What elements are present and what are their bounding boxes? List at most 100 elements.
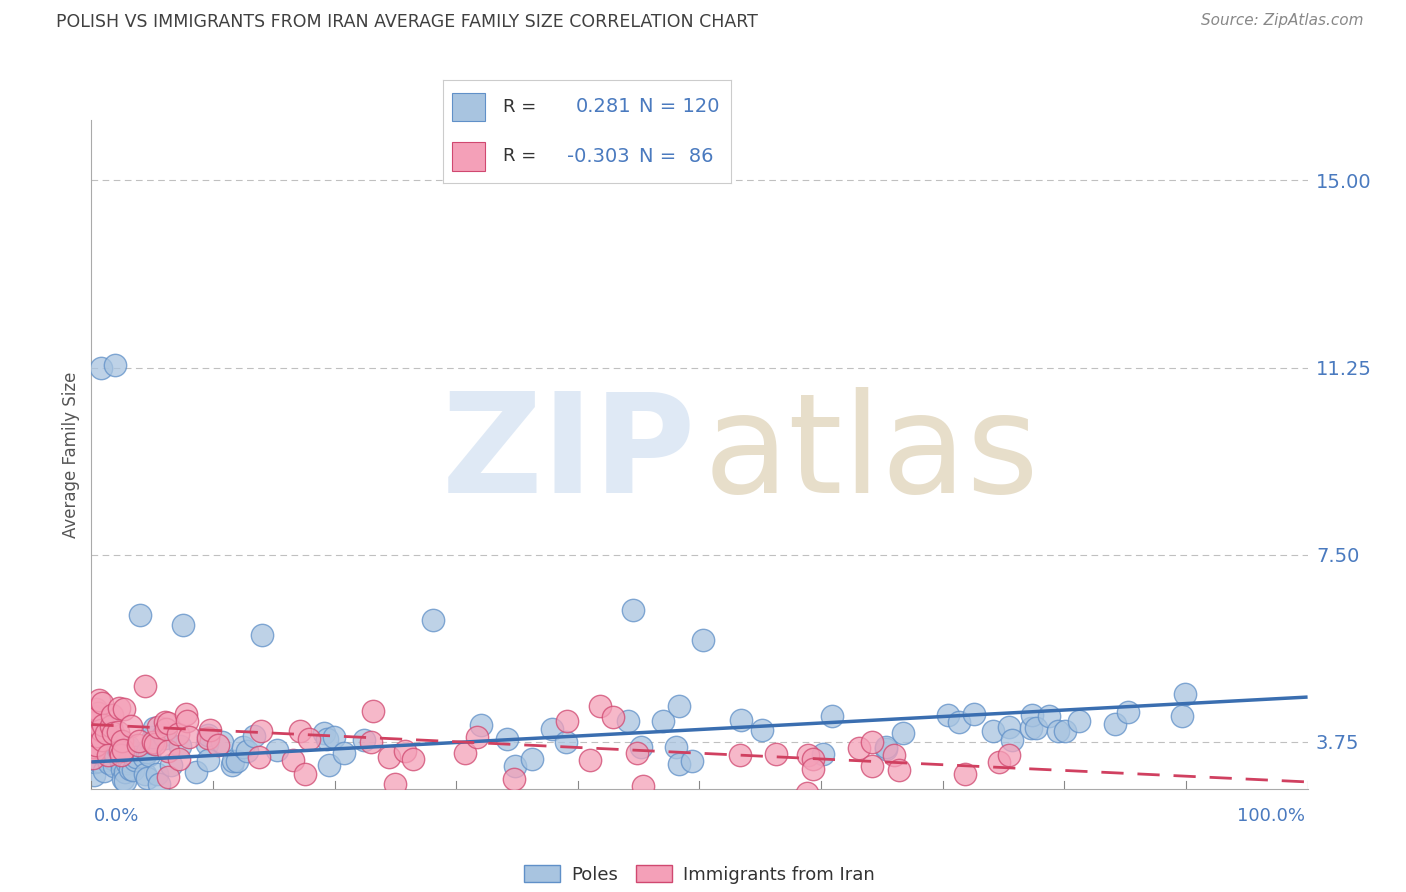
Point [953,767,976,781]
Point [875,740,897,755]
Point [948,714,970,729]
Point [110,747,132,762]
Point [503,772,526,787]
Point [159,757,181,772]
Point [86,730,108,744]
Point [107,724,129,739]
Point [124,753,146,767]
Point [243,729,266,743]
Point [801,762,824,776]
Point [668,699,690,714]
Point [141,736,163,750]
Bar [451,93,485,121]
Point [142,730,165,744]
Point [83,740,105,755]
Text: R =: R = [503,98,537,116]
Point [631,780,654,794]
Point [589,699,612,714]
Point [132,749,155,764]
Point [962,707,984,722]
Point [883,748,905,763]
Point [128,734,150,748]
Point [221,754,243,768]
Point [1021,708,1043,723]
Point [665,739,688,754]
Point [97,748,120,763]
Point [83,742,105,756]
Point [465,730,488,744]
Point [104,358,127,372]
Point [579,753,602,767]
Point [602,710,624,724]
Point [90,723,112,737]
Point [997,720,1019,734]
Point [93,764,115,779]
Point [796,747,818,762]
Point [176,714,198,728]
Point [90,696,112,710]
Point [172,617,194,632]
Point [101,725,124,739]
Bar [451,142,485,170]
Point [108,743,131,757]
Point [221,757,243,772]
Point [1174,687,1197,701]
Point [821,709,844,723]
Point [765,747,787,761]
Point [692,632,714,647]
Point [134,767,156,781]
Point [470,717,492,731]
Point [197,728,219,742]
Point [118,754,141,768]
Text: 0.0%: 0.0% [94,807,139,825]
Point [153,714,176,729]
Point [751,723,773,738]
Text: POLISH VS IMMIGRANTS FROM IRAN AVERAGE FAMILY SIZE CORRELATION CHART: POLISH VS IMMIGRANTS FROM IRAN AVERAGE F… [56,13,758,31]
Point [101,708,124,723]
Point [135,746,157,760]
Point [174,707,197,722]
Point [298,732,321,747]
Point [82,714,104,729]
Point [117,756,139,771]
Point [983,724,1005,739]
Point [152,728,174,742]
Point [294,767,316,781]
Point [134,679,156,693]
Point [142,734,165,748]
Point [129,607,152,622]
Point [186,764,208,779]
Point [110,755,132,769]
Point [167,726,190,740]
Point [887,763,910,777]
Text: 0.281: 0.281 [575,97,631,117]
Point [101,752,124,766]
Point [111,762,134,776]
Point [211,735,233,749]
Point [167,752,190,766]
Point [616,714,638,728]
Text: ZIP: ZIP [441,387,696,523]
Point [83,756,105,770]
Point [322,730,344,744]
Point [1104,716,1126,731]
Point [82,751,104,765]
Point [156,744,179,758]
Point [630,739,652,754]
Point [83,767,105,781]
Point [860,759,883,773]
Point [353,733,375,747]
Point [97,753,120,767]
Point [120,719,142,733]
Point [148,720,170,734]
Point [84,702,107,716]
Point [1038,709,1060,723]
Text: N = 120: N = 120 [638,97,720,117]
Text: atlas: atlas [703,387,1039,523]
Point [107,739,129,754]
Point [621,603,644,617]
Point [557,714,579,728]
Point [111,743,134,757]
Point [91,732,114,747]
Point [936,708,959,723]
